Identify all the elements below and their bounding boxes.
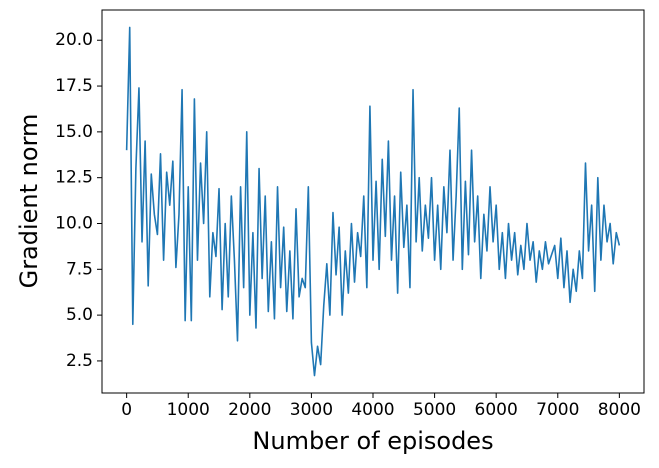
x-tick-label: 3000 — [290, 400, 333, 420]
y-tick-label: 17.5 — [55, 76, 93, 96]
y-tick-label: 10.0 — [55, 213, 93, 233]
y-tick-label: 7.5 — [66, 259, 93, 279]
x-tick-label: 0 — [121, 400, 132, 420]
y-tick-label: 12.5 — [55, 168, 93, 188]
data-line — [125, 26, 621, 377]
x-axis-label: Number of episodes — [252, 427, 493, 455]
y-tick-label: 5.0 — [66, 305, 93, 325]
y-tick-label: 15.0 — [55, 122, 93, 142]
plot-frame — [101, 9, 645, 394]
y-axis-label: Gradient norm — [15, 114, 43, 289]
x-tick-label: 4000 — [351, 400, 394, 420]
x-tick-label: 8000 — [598, 400, 641, 420]
x-tick-label: 5000 — [413, 400, 456, 420]
y-tick-label: 20.0 — [55, 30, 93, 50]
x-tick-label: 2000 — [228, 400, 271, 420]
x-tick-label: 6000 — [475, 400, 518, 420]
x-tick-label: 7000 — [536, 400, 579, 420]
x-tick-label: 1000 — [167, 400, 210, 420]
y-tick-label: 2.5 — [66, 351, 93, 371]
